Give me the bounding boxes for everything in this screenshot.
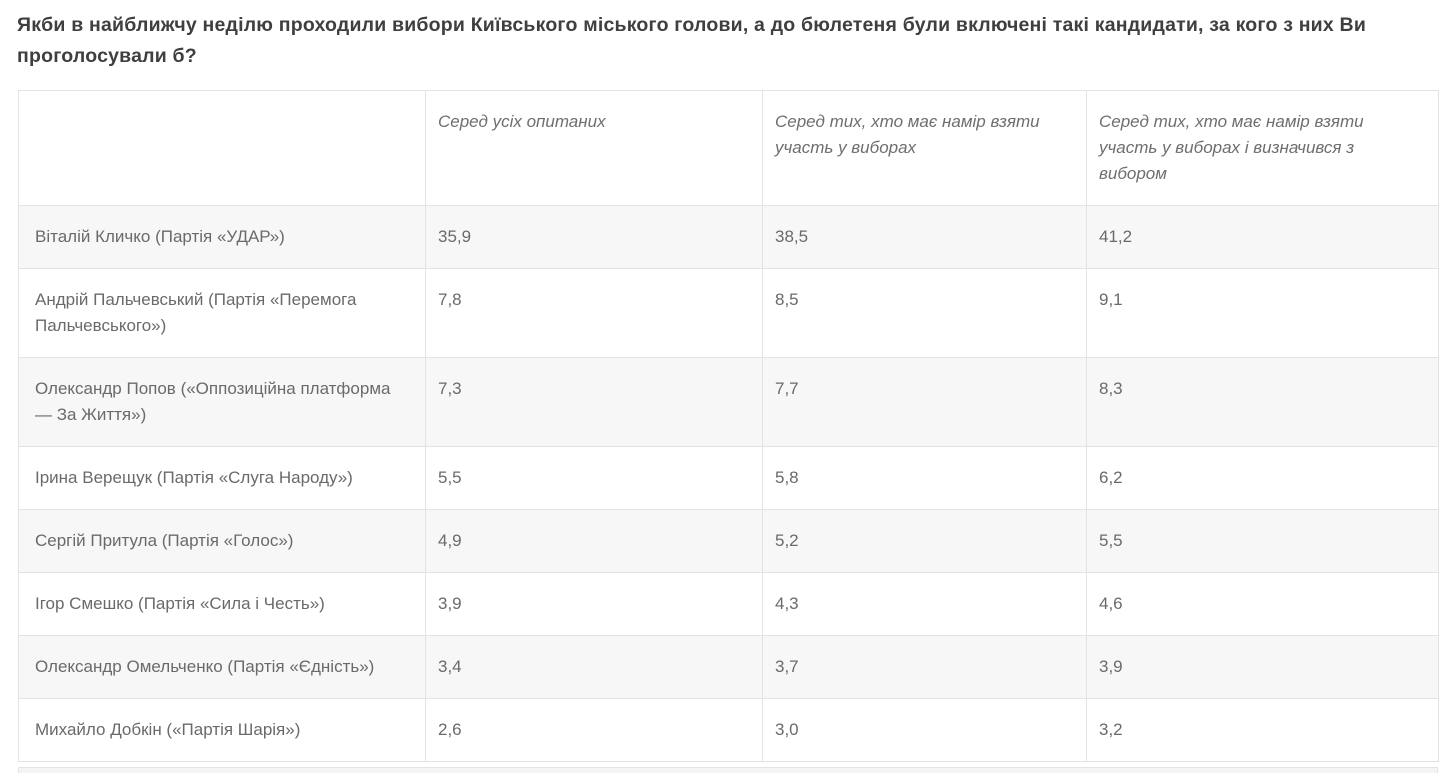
intend-to-vote-value-cell: 3,7 xyxy=(762,635,1087,699)
table-body: Віталій Кличко (Партія «УДАР») 35,9 38,5… xyxy=(18,205,1439,762)
candidate-name-cell: Олександр Омельченко (Партія «Єдність») xyxy=(18,635,426,699)
candidate-name-cell: Андрій Пальчевський (Партія «Перемога Па… xyxy=(18,268,426,358)
intend-to-vote-value-cell: 8,5 xyxy=(762,268,1087,358)
all-respondents-value-cell: 3,4 xyxy=(425,635,763,699)
partial-next-row xyxy=(18,767,1438,773)
header-row: Серед усіх опитаних Серед тих, хто має н… xyxy=(18,90,1439,206)
header-cell-intend-and-decided: Серед тих, хто має намір взяти участь у … xyxy=(1086,90,1439,206)
table-row: Сергій Притула (Партія «Голос») 4,9 5,2 … xyxy=(18,509,1439,573)
table-row: Олександр Попов («Оппозиційна платформа … xyxy=(18,357,1439,447)
page-title: Якби в найближчу неділю проходили вибори… xyxy=(17,14,1367,67)
intend-to-vote-value-cell: 5,2 xyxy=(762,509,1087,573)
header-cell-candidate xyxy=(18,90,426,206)
intend-and-decided-value-cell: 41,2 xyxy=(1086,205,1439,269)
candidate-name-cell: Ігор Смешко (Партія «Сила і Честь») xyxy=(18,572,426,636)
table-header: Серед усіх опитаних Серед тих, хто має н… xyxy=(18,90,1439,206)
all-respondents-value-cell: 35,9 xyxy=(425,205,763,269)
intend-to-vote-value-cell: 7,7 xyxy=(762,357,1087,447)
candidate-name-cell: Олександр Попов («Оппозиційна платформа … xyxy=(18,357,426,447)
intend-and-decided-value-cell: 3,2 xyxy=(1086,698,1439,762)
intend-to-vote-value-cell: 38,5 xyxy=(762,205,1087,269)
header-cell-intend-to-vote: Серед тих, хто має намір взяти участь у … xyxy=(762,90,1087,206)
table-row: Ігор Смешко (Партія «Сила і Честь») 3,9 … xyxy=(18,572,1439,636)
all-respondents-value-cell: 2,6 xyxy=(425,698,763,762)
all-respondents-value-cell: 7,8 xyxy=(425,268,763,358)
table-row: Олександр Омельченко (Партія «Єдність») … xyxy=(18,635,1439,699)
intend-and-decided-value-cell: 8,3 xyxy=(1086,357,1439,447)
all-respondents-value-cell: 3,9 xyxy=(425,572,763,636)
intend-to-vote-value-cell: 3,0 xyxy=(762,698,1087,762)
intend-to-vote-value-cell: 5,8 xyxy=(762,446,1087,510)
all-respondents-value-cell: 5,5 xyxy=(425,446,763,510)
all-respondents-value-cell: 4,9 xyxy=(425,509,763,573)
table-row: Андрій Пальчевський (Партія «Перемога Па… xyxy=(18,268,1439,358)
table-row: Ірина Верещук (Партія «Слуга Народу») 5,… xyxy=(18,446,1439,510)
intend-and-decided-value-cell: 6,2 xyxy=(1086,446,1439,510)
intend-to-vote-value-cell: 4,3 xyxy=(762,572,1087,636)
candidate-name-cell: Ірина Верещук (Партія «Слуга Народу») xyxy=(18,446,426,510)
all-respondents-value-cell: 7,3 xyxy=(425,357,763,447)
intend-and-decided-value-cell: 9,1 xyxy=(1086,268,1439,358)
candidate-name-cell: Віталій Кличко (Партія «УДАР») xyxy=(18,205,426,269)
candidate-name-cell: Сергій Притула (Партія «Голос») xyxy=(18,509,426,573)
table-row: Михайло Добкін («Партія Шарія») 2,6 3,0 … xyxy=(18,698,1439,762)
table-row: Віталій Кличко (Партія «УДАР») 35,9 38,5… xyxy=(18,205,1439,269)
intend-and-decided-value-cell: 3,9 xyxy=(1086,635,1439,699)
intend-and-decided-value-cell: 4,6 xyxy=(1086,572,1439,636)
poll-results-table: Серед усіх опитаних Серед тих, хто має н… xyxy=(18,90,1439,762)
header-cell-all-respondents: Серед усіх опитаних xyxy=(425,90,763,206)
candidate-name-cell: Михайло Добкін («Партія Шарія») xyxy=(18,698,426,762)
intend-and-decided-value-cell: 5,5 xyxy=(1086,509,1439,573)
